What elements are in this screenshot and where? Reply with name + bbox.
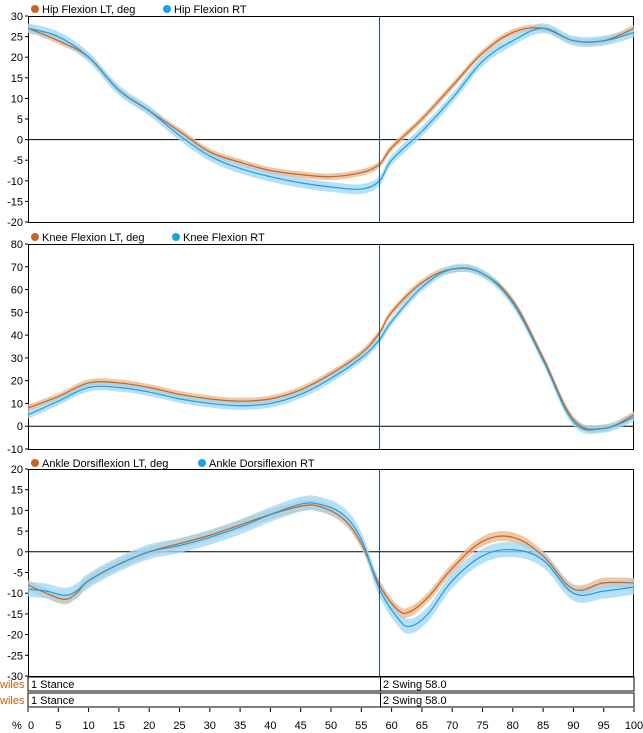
panel-3-ytick-label: 15 bbox=[11, 485, 23, 497]
panel-1-legend-label-1: Hip Flexion LT, deg bbox=[42, 4, 135, 16]
panel-2-ytick-label: 10 bbox=[11, 398, 23, 410]
panel-3-ytick-label: -30 bbox=[7, 671, 23, 683]
panel-2-ytick-label: 30 bbox=[11, 353, 23, 365]
phase-row-1-stance: 1 Stance bbox=[31, 679, 74, 691]
panel-2-ytick-label: 70 bbox=[11, 262, 23, 274]
panel-1-ytick-label: 20 bbox=[11, 52, 23, 64]
panel-3-legend-label-1: Ankle Dorsiflexion LT, deg bbox=[42, 458, 168, 470]
x-axis-tick-label: 100 bbox=[625, 720, 643, 732]
x-axis-tick-label: 95 bbox=[598, 720, 610, 732]
x-axis-tick-label: 75 bbox=[476, 720, 488, 732]
panel-1-ytick-label: -15 bbox=[7, 196, 23, 208]
panel-3-ytick-label: 0 bbox=[17, 547, 23, 559]
x-axis-tick-label: 40 bbox=[264, 720, 276, 732]
x-axis: % 0 5 10 15 20 25 30 35 40 45 50 55 60 65 70 75 80 85 90 95… bbox=[12, 708, 643, 732]
panel-3-ytick-label: -20 bbox=[7, 630, 23, 642]
panel-2-frame bbox=[28, 244, 634, 450]
panel-1-ytick-label: 30 bbox=[11, 11, 23, 23]
x-axis-tick-label: 90 bbox=[567, 720, 579, 732]
x-axis-tick-label: 85 bbox=[537, 720, 549, 732]
x-axis-tick-label: 55 bbox=[355, 720, 367, 732]
x-axis-tick-label: 20 bbox=[143, 720, 155, 732]
panel-3-legend-label-2: Ankle Dorsiflexion RT bbox=[209, 458, 315, 470]
panel-2-ytick-label: 80 bbox=[11, 239, 23, 251]
panel-2-legend-marker-2 bbox=[172, 233, 180, 241]
panel-2-legend-label-2: Knee Flexion RT bbox=[183, 232, 265, 244]
panel-2-ytick-label: 60 bbox=[11, 285, 23, 297]
x-axis-tick-label: 80 bbox=[507, 720, 519, 732]
panel-1-series-2-band bbox=[28, 23, 634, 195]
panel-2-ytick-label: 20 bbox=[11, 376, 23, 388]
phase-row-1-swing: 2 Swing 58.0 bbox=[383, 679, 447, 691]
panel-3-legend-marker-2 bbox=[198, 459, 206, 467]
phase-row-2-stance: 1 Stance bbox=[31, 695, 74, 707]
x-axis-tick-label: 65 bbox=[416, 720, 428, 732]
panel-2-ytick-label: -10 bbox=[7, 444, 23, 456]
panel-1-ytick-label: 25 bbox=[11, 32, 23, 44]
x-axis-tick-label: 10 bbox=[82, 720, 94, 732]
panel-1-legend-marker-2 bbox=[163, 5, 171, 13]
x-axis-tick-label: 30 bbox=[204, 720, 216, 732]
panel-3-ytick-label: 5 bbox=[17, 526, 23, 538]
panel-1-ytick-label: 0 bbox=[17, 135, 23, 147]
phase-row-1-side-label: wiles bbox=[0, 679, 25, 691]
phase-bar: 1 Stance 2 Swing 58.0 wiles 1 Stance 2 S… bbox=[0, 676, 635, 708]
panel-2-ytick-label: 0 bbox=[17, 421, 23, 433]
panel-3-series-2-line bbox=[27, 502, 635, 628]
panel-1-legend-marker-1 bbox=[31, 5, 39, 13]
panel-3-ytick-label: -15 bbox=[7, 609, 23, 621]
phase-row-1-frame bbox=[27, 676, 635, 692]
x-axis-tick-label: 5 bbox=[55, 720, 61, 732]
x-axis-tick-label: 25 bbox=[173, 720, 185, 732]
panel-2-ytick-label: 40 bbox=[11, 330, 23, 342]
phase-row-2-side-label: wiles bbox=[0, 695, 25, 707]
x-axis-tick-label: 15 bbox=[113, 720, 125, 732]
x-axis-tick-label: 70 bbox=[446, 720, 458, 732]
x-axis-tick-label: 50 bbox=[325, 720, 337, 732]
x-axis-unit-label: % bbox=[12, 720, 22, 732]
phase-row-2-swing: 2 Swing 58.0 bbox=[383, 695, 447, 707]
panel-3-ytick-label: 10 bbox=[11, 505, 23, 517]
panel-1-ytick-label: 15 bbox=[11, 73, 23, 85]
panel-2-legend-marker-1 bbox=[31, 233, 39, 241]
panel-3-legend-marker-1 bbox=[31, 459, 39, 467]
phase-row-2-frame bbox=[27, 692, 635, 708]
panel-2-ytick-label: 50 bbox=[11, 307, 23, 319]
panel-1-legend-label-2: Hip Flexion RT bbox=[174, 4, 247, 16]
x-axis-tick-label: 45 bbox=[295, 720, 307, 732]
panel-3-ytick-label: -5 bbox=[13, 568, 23, 580]
x-axis-tick-label: 35 bbox=[234, 720, 246, 732]
panel-1-ytick-label: 5 bbox=[17, 114, 23, 126]
panel-1-ytick-label: -10 bbox=[7, 176, 23, 188]
x-axis-tick-label: 60 bbox=[385, 720, 397, 732]
panel-2-series-2-line bbox=[27, 267, 635, 431]
panel-3-ytick-label: 20 bbox=[11, 464, 23, 476]
panel-2-legend-label-1: Knee Flexion LT, deg bbox=[42, 232, 145, 244]
panel-3-ytick-label: -10 bbox=[7, 588, 23, 600]
panel-1-ytick-label: 10 bbox=[11, 93, 23, 105]
panel-2-series-1-line bbox=[27, 267, 635, 430]
panel-1-series-2-line bbox=[27, 27, 635, 190]
panel-1-ytick-label: -20 bbox=[7, 217, 23, 229]
panel-1-ytick-label: -5 bbox=[13, 155, 23, 167]
panel-3-ytick-label: -25 bbox=[7, 650, 23, 662]
x-axis-tick-label: 0 bbox=[28, 720, 34, 732]
